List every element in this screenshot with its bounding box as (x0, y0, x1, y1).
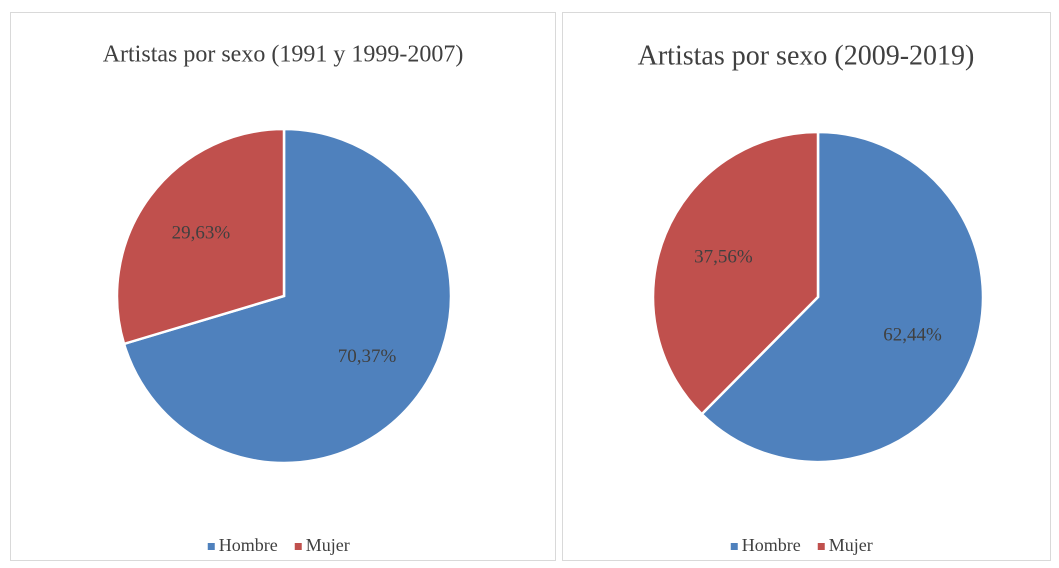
legend-label: Hombre (742, 535, 801, 555)
legend-swatch (294, 543, 302, 550)
pie-slice (651, 130, 820, 416)
data-label: 70,37% (338, 346, 397, 367)
legend-label: Mujer (829, 535, 873, 555)
data-label: 62,44% (883, 324, 942, 345)
legend-label: Hombre (219, 535, 278, 555)
legend-swatch (817, 543, 825, 550)
legend-swatch (207, 543, 215, 550)
legend-label: Mujer (306, 535, 350, 555)
chart-title: Artistas por sexo (1991 y 1999-2007) (103, 42, 464, 68)
pie-slice (699, 130, 985, 464)
pie-slice (122, 127, 453, 465)
pie-slice (115, 127, 286, 346)
legend-swatch (730, 543, 738, 550)
data-label: 29,63% (172, 223, 231, 244)
data-label: 37,56% (694, 246, 753, 267)
chart-title: Artistas por sexo (2009-2019) (638, 40, 975, 71)
